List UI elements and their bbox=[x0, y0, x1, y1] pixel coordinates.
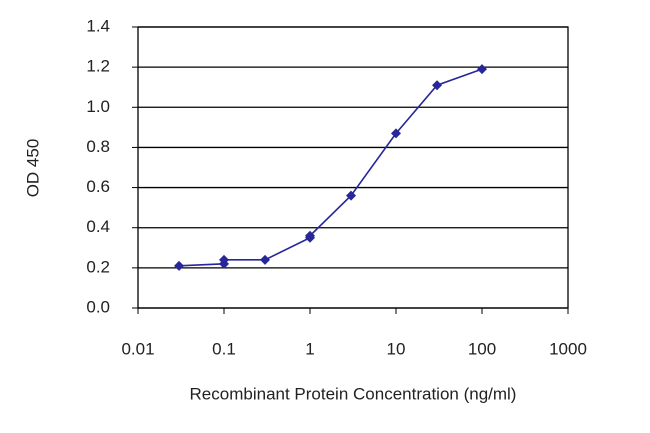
y-tick-label: 0.0 bbox=[86, 297, 110, 316]
data-point bbox=[174, 260, 185, 271]
y-tick-label: 0.4 bbox=[86, 217, 110, 236]
y-tick-label: 1.0 bbox=[86, 97, 110, 116]
data-point bbox=[477, 64, 487, 75]
x-tick-label: 0.01 bbox=[121, 339, 154, 358]
y-tick-label: 0.8 bbox=[86, 137, 110, 156]
y-axis-label: OD 450 bbox=[23, 139, 42, 198]
x-tick-label: 0.1 bbox=[212, 339, 236, 358]
x-tick-label: 100 bbox=[468, 339, 496, 358]
data-point bbox=[391, 128, 401, 139]
y-tick-label: 0.2 bbox=[86, 257, 110, 276]
x-tick-label: 1000 bbox=[549, 339, 587, 358]
data-point bbox=[305, 230, 315, 241]
x-tick-label: 10 bbox=[387, 339, 406, 358]
x-tick-label: 1 bbox=[305, 339, 314, 358]
y-tick-label: 1.4 bbox=[86, 16, 110, 35]
x-axis-label: Recombinant Protein Concentration (ng/ml… bbox=[190, 384, 517, 403]
data-point bbox=[432, 80, 443, 91]
plot-area bbox=[137, 26, 569, 309]
y-tick-label: 1.2 bbox=[86, 57, 110, 76]
y-tick-label: 0.6 bbox=[86, 177, 110, 196]
data-point bbox=[346, 190, 357, 201]
data-point bbox=[219, 254, 229, 265]
data-point bbox=[260, 254, 271, 265]
